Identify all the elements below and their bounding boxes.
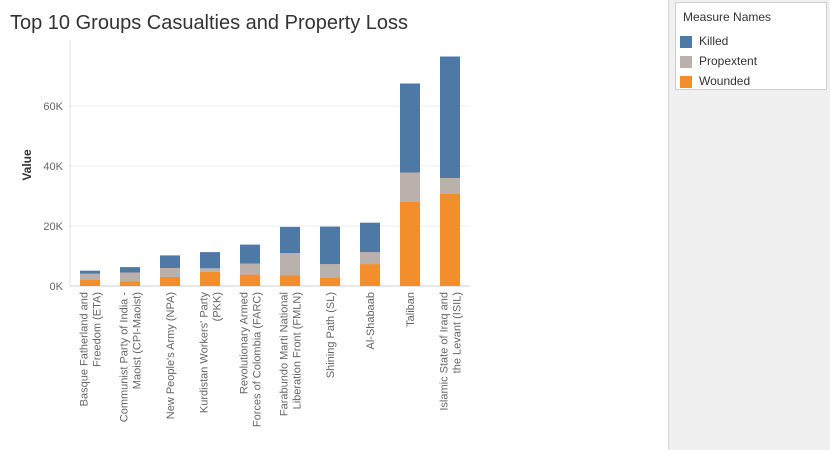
bar-segment-propextent[interactable] bbox=[240, 263, 260, 275]
bar-segment-wounded[interactable] bbox=[160, 277, 180, 286]
bar-segment-killed[interactable] bbox=[400, 83, 420, 173]
bar-segment-wounded[interactable] bbox=[120, 281, 140, 287]
chart-title: Top 10 Groups Casualties and Property Lo… bbox=[10, 12, 408, 34]
bar-segment-propextent[interactable] bbox=[440, 178, 460, 194]
bar-segment-killed[interactable] bbox=[160, 255, 180, 268]
y-axis-title: Value bbox=[20, 149, 34, 181]
x-tick-label: Revolutionary ArmedForces of Colombia (F… bbox=[239, 292, 264, 427]
bar-chart[interactable]: Value 0K 20K 40K 60K Basque Fatherland andFre… bbox=[0, 0, 668, 450]
x-tick-label: Al-Shabaab bbox=[365, 292, 377, 350]
x-tick-label: New People's Army (NPA) bbox=[165, 292, 177, 419]
x-tick-label: Communist Party of India -Maoist (CPI-Ma… bbox=[119, 292, 144, 423]
bar-segment-propextent[interactable] bbox=[160, 268, 180, 277]
bar-segment-killed[interactable] bbox=[200, 252, 220, 269]
bar-segment-killed[interactable] bbox=[320, 226, 340, 265]
bar-segment-propextent[interactable] bbox=[80, 273, 100, 280]
legend-title: Measure Names bbox=[683, 10, 772, 24]
legend-label: Killed bbox=[699, 34, 729, 48]
y-tick-label: 60K bbox=[43, 101, 63, 113]
x-tick-label: Shining Path (SL) bbox=[325, 292, 337, 378]
legend-label: Propextent bbox=[699, 54, 758, 68]
x-tick-label: Basque Fatherland andFreedom (ETA) bbox=[79, 292, 104, 406]
bar-segment-wounded[interactable] bbox=[320, 277, 340, 286]
y-tick-label: 40K bbox=[43, 161, 63, 173]
legend-swatch bbox=[680, 56, 692, 68]
bar-segment-killed[interactable] bbox=[360, 222, 380, 253]
bar-segment-killed[interactable] bbox=[120, 267, 140, 273]
bar-segment-propextent[interactable] bbox=[320, 264, 340, 278]
bar-segment-propextent[interactable] bbox=[120, 272, 140, 282]
bar-segment-wounded[interactable] bbox=[280, 275, 300, 287]
bar-segment-wounded[interactable] bbox=[240, 274, 260, 286]
bar-segment-killed[interactable] bbox=[240, 244, 260, 264]
bars[interactable] bbox=[80, 56, 460, 287]
legend-label: Wounded bbox=[699, 74, 751, 88]
bar-segment-wounded[interactable] bbox=[360, 264, 380, 286]
x-tick-label: Islamic State of Iraq andthe Levant (ISI… bbox=[439, 292, 464, 411]
y-tick-label: 20K bbox=[43, 221, 63, 233]
bar-segment-wounded[interactable] bbox=[200, 271, 220, 286]
bar-segment-propextent[interactable] bbox=[200, 268, 220, 272]
bar-segment-killed[interactable] bbox=[440, 56, 460, 179]
bar-segment-propextent[interactable] bbox=[360, 252, 380, 265]
axes: Value 0K 20K 40K 60K Basque Fatherland andFre… bbox=[20, 40, 464, 427]
bar-segment-killed[interactable] bbox=[280, 226, 300, 253]
legend-swatch bbox=[680, 36, 692, 48]
x-tick-label: Kurdistan Workers' Party(PKK) bbox=[199, 292, 224, 414]
bar-segment-wounded[interactable] bbox=[400, 202, 420, 286]
bar-segment-wounded[interactable] bbox=[80, 280, 100, 286]
x-tick-label: Taliban bbox=[405, 292, 417, 327]
bar-segment-propextent[interactable] bbox=[400, 172, 420, 202]
x-tick-label: Farabundo Marti NationalLiberation Front… bbox=[279, 292, 304, 416]
legend[interactable]: Measure Names Killed Propextent Wounded bbox=[675, 2, 827, 90]
bar-segment-wounded[interactable] bbox=[440, 193, 460, 286]
legend-swatch bbox=[680, 76, 692, 88]
bar-segment-propextent[interactable] bbox=[280, 253, 300, 276]
bar-segment-killed[interactable] bbox=[80, 270, 100, 274]
y-tick-label: 0K bbox=[50, 281, 64, 293]
